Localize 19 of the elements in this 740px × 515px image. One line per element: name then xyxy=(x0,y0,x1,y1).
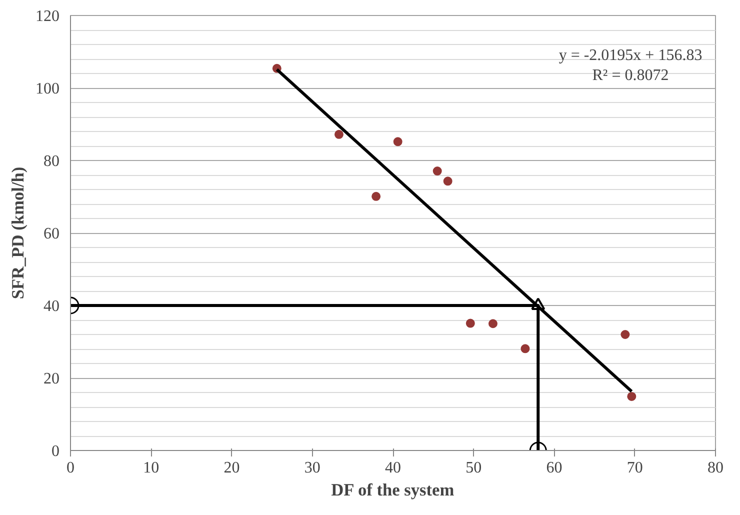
y-tick-label: 0 xyxy=(52,443,60,460)
y-tick-label: 120 xyxy=(36,8,60,25)
x-tick-label: 0 xyxy=(66,460,74,476)
y-axis-title: SFR_PD (kmol/h) xyxy=(8,166,28,300)
annotation: y = -2.0195x + 156.83 R² = 0.8072 xyxy=(558,46,702,84)
x-tick-label: 70 xyxy=(626,460,643,476)
y-tick-label: 100 xyxy=(36,80,60,98)
x-axis-title: DF of the system xyxy=(331,480,455,500)
y-tick-label: 80 xyxy=(44,153,60,170)
x-tick-label: 20 xyxy=(224,460,240,476)
x-tick-label: 10 xyxy=(143,460,160,476)
x-tick-label: 50 xyxy=(466,460,482,476)
y-tick-label: 20 xyxy=(44,370,60,388)
x-tick-label: 60 xyxy=(546,460,562,476)
x-tick-label: 80 xyxy=(708,460,724,476)
y-tick-label: 40 xyxy=(44,298,60,315)
x-tick-label: 30 xyxy=(304,460,320,476)
y-tick-label: 60 xyxy=(44,226,60,242)
x-tick-label: 40 xyxy=(385,460,401,476)
